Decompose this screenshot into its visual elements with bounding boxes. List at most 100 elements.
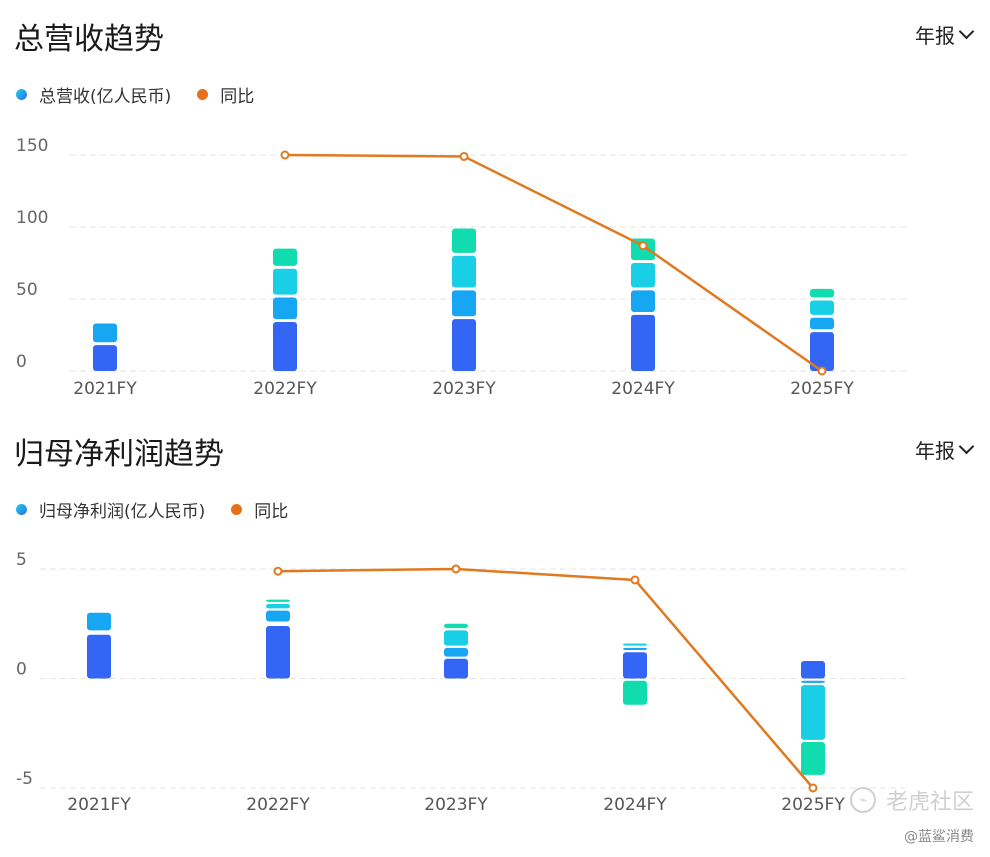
bar-segment — [810, 332, 834, 371]
x-tick-label: 2025FY — [781, 795, 845, 815]
line-point — [451, 564, 461, 574]
bar-segment — [801, 685, 825, 740]
bar — [623, 643, 647, 705]
bar-segment — [93, 323, 117, 343]
bar — [273, 248, 297, 371]
bar-segment — [623, 643, 647, 646]
line-point — [817, 366, 827, 376]
x-tick-label: 2024FY — [603, 795, 667, 815]
line-series — [284, 153, 823, 373]
legend-dot-icon — [231, 504, 243, 515]
bar-segment — [93, 345, 117, 371]
bar-segment — [273, 322, 297, 371]
bar — [266, 599, 290, 679]
bar — [810, 288, 834, 371]
bar — [801, 660, 825, 775]
bar-segment — [623, 647, 647, 651]
bar-segment — [623, 680, 647, 705]
bar-segment — [623, 652, 647, 679]
bar-segment — [801, 680, 825, 683]
bar-segment — [266, 610, 290, 622]
bar — [452, 228, 476, 371]
legend: 归母净利润(亿人民币) 同比 — [16, 497, 314, 522]
x-tick-label: 2025FY — [790, 379, 854, 399]
bar-segment — [266, 625, 290, 679]
bar-segment — [452, 228, 476, 253]
bar-segment — [444, 623, 468, 629]
tiger-logo-icon: ⌁ — [849, 787, 876, 813]
bar-segment — [452, 319, 476, 371]
line-point — [630, 575, 640, 585]
x-tick-label: 2022FY — [246, 795, 310, 815]
bar-segment — [810, 288, 834, 298]
legend-dot-icon — [197, 89, 209, 100]
bar-segment — [631, 263, 655, 288]
watermark-brand: 老虎社区 — [885, 790, 974, 815]
legend-item-revenue[interactable]: 总营收(亿人民币) — [16, 82, 171, 107]
bar-segment — [452, 290, 476, 317]
bar-segment — [801, 742, 825, 775]
bar-segment — [87, 612, 111, 631]
line-series — [277, 567, 814, 789]
bar-segment — [266, 604, 290, 609]
bar-segment — [810, 317, 834, 330]
period-selector[interactable]: 年报 — [915, 435, 975, 464]
x-tick-label: 2022FY — [253, 379, 317, 399]
x-tick-label: 2023FY — [424, 795, 488, 815]
bar-segment — [87, 634, 111, 679]
x-tick-label: 2021FY — [67, 795, 131, 815]
revenue-chart: 150 100 50 0 2021FY 2022FY 2023FY 2024FY 2025FY — [16, 136, 910, 399]
x-tick-label: 2024FY — [611, 379, 675, 399]
chart-title: 总营收趋势 — [14, 22, 164, 57]
bar-segment — [801, 660, 825, 679]
bar-segment — [631, 314, 655, 371]
period-label: 年报 — [915, 24, 955, 48]
bar-segment — [273, 248, 297, 266]
line-point — [459, 151, 469, 161]
bar-segment — [810, 300, 834, 315]
bar-segment — [266, 599, 290, 602]
y-tick-label: 0 — [16, 660, 27, 680]
legend-item-yoy[interactable]: 同比 — [231, 497, 288, 522]
legend-label: 总营收(亿人民币) — [39, 87, 172, 107]
legend-label: 同比 — [254, 502, 289, 522]
period-selector[interactable]: 年报 — [915, 20, 975, 49]
y-tick-label: 0 — [16, 352, 27, 372]
bar — [93, 323, 117, 371]
bar-segment — [452, 255, 476, 288]
y-tick-label: 5 — [16, 550, 27, 570]
y-tick-label: 50 — [16, 280, 38, 300]
x-tick-label: 2021FY — [73, 379, 137, 399]
y-tick-label: 100 — [16, 208, 48, 228]
bar — [87, 612, 111, 679]
line-point — [808, 783, 818, 793]
bar — [444, 623, 468, 679]
watermark: ⌁ 老虎社区 — [849, 784, 974, 816]
bar-segment — [273, 297, 297, 320]
legend-dot-icon — [16, 89, 27, 100]
legend-label: 同比 — [220, 87, 255, 107]
line-point — [638, 241, 648, 251]
x-tick-label: 2023FY — [432, 379, 496, 399]
bar — [631, 238, 655, 371]
bar-segment — [444, 647, 468, 657]
legend-label: 归母净利润(亿人民币) — [39, 502, 206, 522]
bar-segment — [444, 658, 468, 679]
bar-segment — [273, 268, 297, 295]
legend-item-yoy[interactable]: 同比 — [197, 82, 254, 107]
y-tick-label: 150 — [16, 136, 48, 156]
chart-title: 归母净利润趋势 — [14, 437, 224, 472]
revenue-trend-panel: 总营收趋势 年报 总营收(亿人民币) 同比 150 100 50 0 2021FY 202… — [0, 0, 990, 410]
net-profit-trend-panel: 归母净利润趋势 年报 归母净利润(亿人民币) 同比 5 0 -5 2021FY 2022… — [0, 415, 990, 857]
period-label: 年报 — [915, 439, 955, 463]
legend: 总营收(亿人民币) 同比 — [16, 82, 280, 107]
line-point — [280, 150, 290, 160]
net-profit-chart: 5 0 -5 2021FY 2022FY 2023FY 2024FY 2025FY — [16, 550, 905, 815]
bar-segment — [444, 630, 468, 646]
legend-dot-icon — [16, 504, 27, 515]
legend-item-net-profit[interactable]: 归母净利润(亿人民币) — [16, 497, 205, 522]
watermark-credit: @蓝鲨消费 — [904, 829, 974, 845]
line-point — [273, 566, 283, 576]
bar-segment — [631, 290, 655, 312]
y-tick-label: -5 — [16, 769, 33, 789]
